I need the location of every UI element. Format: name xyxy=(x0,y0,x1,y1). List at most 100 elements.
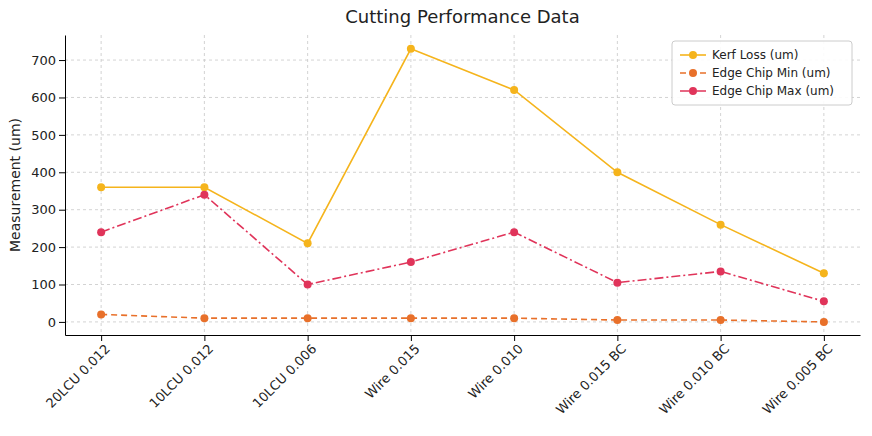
series-marker xyxy=(97,183,105,191)
x-axis-line xyxy=(66,335,861,336)
x-tick: 20LCU 0.012 xyxy=(43,335,113,411)
series-marker xyxy=(613,279,621,287)
legend-marker xyxy=(689,87,697,95)
legend-label: Edge Chip Min (um) xyxy=(712,66,831,80)
legend-box xyxy=(672,41,852,105)
y-tick-mark xyxy=(59,247,65,248)
grid-line-y xyxy=(65,321,860,322)
chart: 0 100 200 300 400 500 600 700 20LCU 0.012 10LCU 0… xyxy=(0,0,872,436)
x-tick-label: Wire 0.010 xyxy=(465,341,526,402)
x-tick: 10LCU 0.006 xyxy=(250,335,320,411)
y-axis-line xyxy=(65,36,66,336)
grid-line-y xyxy=(65,247,860,248)
y-tick-label: 300 xyxy=(31,202,56,217)
y-tick: 0 xyxy=(48,315,65,330)
y-tick: 100 xyxy=(31,277,65,292)
x-tick-mark xyxy=(308,335,309,341)
x-tick-mark xyxy=(411,335,412,341)
y-tick-mark xyxy=(59,172,65,173)
y-tick-mark xyxy=(59,210,65,211)
y-tick: 600 xyxy=(31,90,65,105)
series-marker xyxy=(717,267,725,275)
series-line xyxy=(101,314,824,321)
x-tick-mark xyxy=(514,335,515,341)
y-tick: 300 xyxy=(31,202,65,217)
x-tick-mark xyxy=(204,335,205,341)
series-marker xyxy=(407,314,415,322)
grid-line-x xyxy=(410,35,411,335)
y-tick-mark xyxy=(59,60,65,61)
series-marker xyxy=(510,86,518,94)
x-tick-mark xyxy=(617,335,618,341)
x-axis: 20LCU 0.012 10LCU 0.012 10LCU 0.006 Wire 0.… xyxy=(43,335,860,417)
series-marker xyxy=(304,239,312,247)
grid-line-x xyxy=(514,35,515,335)
legend: Kerf Loss (um) Edge Chip Min (um) Edge Chi… xyxy=(672,41,852,105)
grid-line-y xyxy=(65,134,860,135)
series-marker xyxy=(510,314,518,322)
grid xyxy=(65,35,860,335)
series-marker xyxy=(510,228,518,236)
x-tick-mark xyxy=(824,335,825,341)
y-tick-mark xyxy=(59,135,65,136)
series-marker xyxy=(304,281,312,289)
series-marker xyxy=(820,318,828,326)
x-tick: Wire 0.015 BC xyxy=(553,335,629,417)
y-tick-label: 200 xyxy=(31,240,56,255)
series-marker xyxy=(200,314,208,322)
grid-line-x xyxy=(617,35,618,335)
y-tick-label: 700 xyxy=(31,53,56,68)
y-tick-label: 0 xyxy=(48,315,56,330)
series-marker xyxy=(407,258,415,266)
series-marker xyxy=(820,297,828,305)
y-tick: 200 xyxy=(31,240,65,255)
series-marker xyxy=(97,310,105,318)
x-tick: Wire 0.005 BC xyxy=(760,335,836,417)
series-marker xyxy=(200,183,208,191)
series-marker xyxy=(820,269,828,277)
y-tick: 400 xyxy=(31,165,65,180)
x-tick: Wire 0.010 xyxy=(465,335,526,402)
series-marker xyxy=(304,314,312,322)
series-marker xyxy=(613,316,621,324)
series-line xyxy=(101,195,824,302)
legend-marker xyxy=(689,69,697,77)
series-marker xyxy=(717,221,725,229)
series-marker xyxy=(97,228,105,236)
y-tick: 700 xyxy=(31,53,65,68)
legend-label: Kerf Loss (um) xyxy=(712,48,798,62)
series-marker xyxy=(407,45,415,53)
x-tick-label: Wire 0.015 xyxy=(362,341,423,402)
y-axis-title: Measurement (um) xyxy=(7,118,23,252)
legend-label: Edge Chip Max (um) xyxy=(712,84,834,98)
y-tick-label: 400 xyxy=(31,165,56,180)
x-tick-label: Wire 0.005 BC xyxy=(760,341,836,417)
y-tick-label: 500 xyxy=(31,128,56,143)
grid-line-x xyxy=(307,35,308,335)
y-tick-label: 600 xyxy=(31,90,56,105)
series-marker xyxy=(613,168,621,176)
y-tick-mark xyxy=(59,322,65,323)
x-tick-label: Wire 0.010 BC xyxy=(656,341,732,417)
chart-title: Cutting Performance Data xyxy=(345,6,579,27)
plot-area: 0 100 200 300 400 500 600 700 20LCU 0.012 10LCU 0… xyxy=(31,35,860,417)
x-tick-mark xyxy=(101,335,102,341)
y-tick: 500 xyxy=(31,128,65,143)
x-tick-label: 10LCU 0.006 xyxy=(250,341,320,411)
y-axis: 0 100 200 300 400 500 600 700 xyxy=(31,36,65,336)
x-tick-label: 20LCU 0.012 xyxy=(43,341,113,411)
grid-line-y xyxy=(65,284,860,285)
grid-line-y xyxy=(65,172,860,173)
x-tick: Wire 0.010 BC xyxy=(656,335,732,417)
x-tick: 10LCU 0.012 xyxy=(146,335,216,411)
grid-line-y xyxy=(65,209,860,210)
y-tick-label: 100 xyxy=(31,277,56,292)
series-marker xyxy=(717,316,725,324)
series-marker xyxy=(200,191,208,199)
y-tick-mark xyxy=(59,97,65,98)
x-tick-mark xyxy=(721,335,722,341)
legend-marker xyxy=(689,51,697,59)
x-tick-label: 10LCU 0.012 xyxy=(146,341,216,411)
x-tick-label: Wire 0.015 BC xyxy=(553,341,629,417)
y-tick-mark xyxy=(59,285,65,286)
